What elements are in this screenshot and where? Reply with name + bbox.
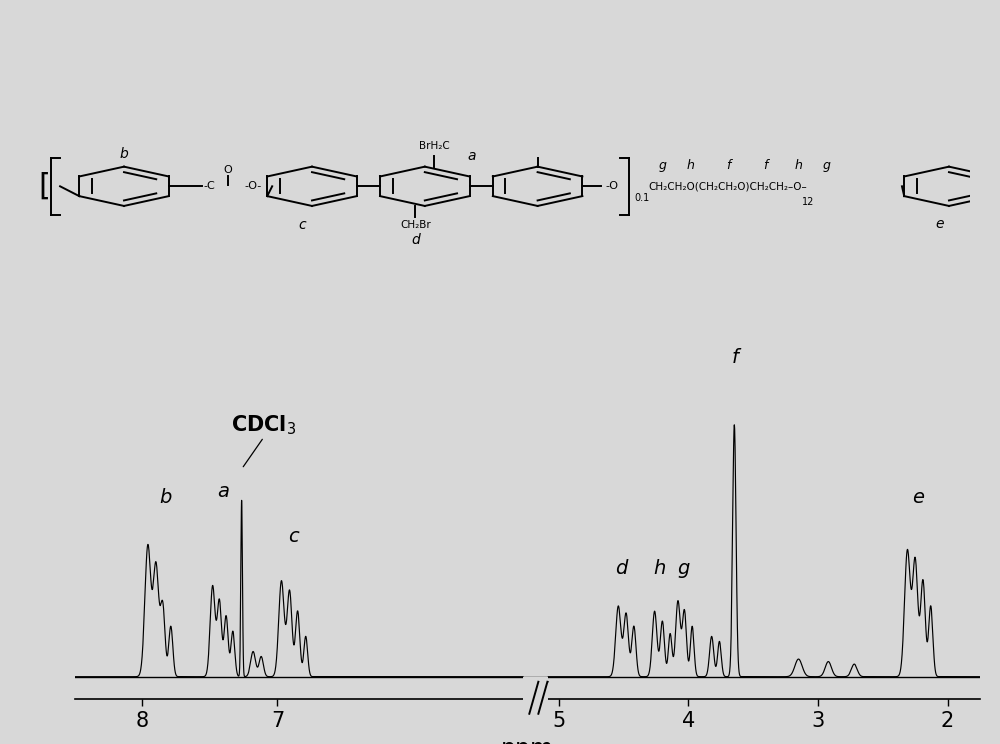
Text: a: a [217, 482, 229, 501]
Text: b: b [159, 488, 172, 507]
Text: b: b [120, 147, 128, 161]
Text: 0.1: 0.1 [634, 193, 649, 203]
Text: g: g [677, 559, 689, 578]
Text: c: c [299, 219, 306, 232]
Text: O: O [224, 165, 232, 175]
Text: -O: -O [606, 182, 619, 191]
Text: d: d [615, 559, 627, 578]
Text: c: c [288, 527, 299, 546]
Text: CH₂Br: CH₂Br [400, 220, 431, 230]
Text: h: h [654, 559, 666, 578]
Text: f: f [763, 159, 768, 172]
Text: BrH₂C: BrH₂C [419, 141, 450, 150]
Text: -C: -C [204, 182, 215, 191]
Text: -O-: -O- [244, 182, 261, 191]
Text: CH₂CH₂O(CH₂CH₂O)CH₂CH₂–O–: CH₂CH₂O(CH₂CH₂O)CH₂CH₂–O– [648, 182, 807, 191]
Text: CDCl$_3$: CDCl$_3$ [231, 414, 297, 437]
Bar [523, 677, 548, 722]
Text: g: g [823, 159, 831, 172]
Text: f: f [732, 347, 738, 367]
Text: e: e [935, 217, 944, 231]
Text: 12: 12 [802, 197, 814, 207]
X-axis label: ppm: ppm [501, 737, 554, 744]
Text: h: h [795, 159, 803, 172]
Text: h: h [687, 159, 694, 172]
Text: e: e [912, 488, 924, 507]
Text: a: a [468, 149, 476, 163]
Text: f: f [726, 159, 730, 172]
Text: g: g [658, 159, 666, 172]
Text: [: [ [38, 172, 50, 201]
Text: d: d [411, 233, 420, 247]
